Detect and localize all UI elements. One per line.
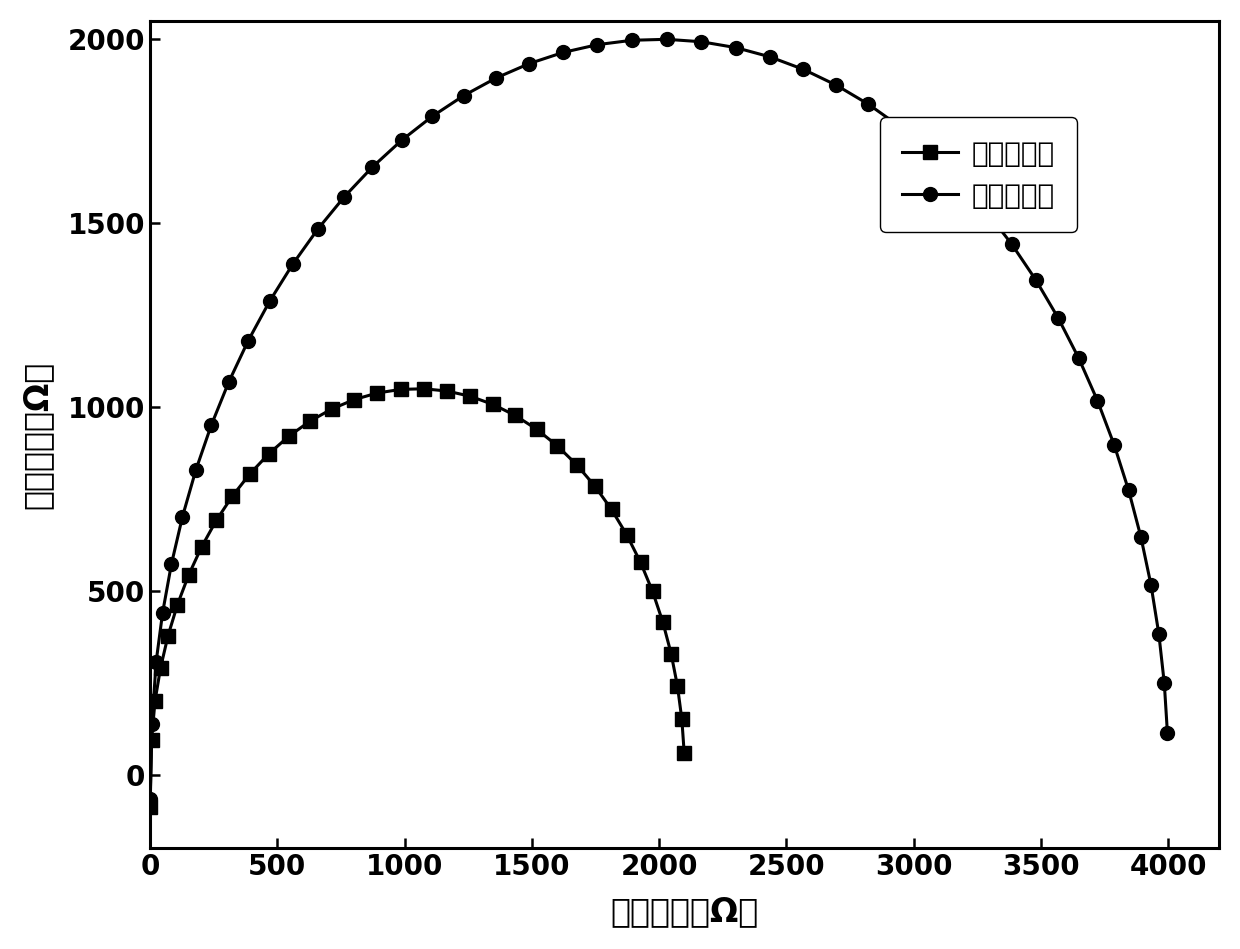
激光改性后 [164,558,179,569]
激光改性前 [181,569,196,581]
激光改性前 [347,394,362,405]
Y-axis label: 阻抗虚部（Ω）: 阻抗虚部（Ω） [21,361,53,509]
激光改性前 [486,399,501,410]
激光改性后 [1159,728,1174,739]
激光改性前 [153,662,167,674]
激光改性前 [645,586,660,597]
激光改性后 [149,656,164,667]
激光改性后 [830,80,844,91]
激光改性后 [590,39,605,50]
激光改性后 [861,99,875,110]
激光改性前 [417,383,432,395]
激光改性后 [203,419,218,431]
激光改性前 [604,504,619,515]
激光改性后 [175,511,190,522]
激光改性前 [281,431,296,442]
激光改性后 [660,33,675,45]
激光改性后 [923,146,937,158]
激光改性前 [243,468,258,479]
激光改性前 [224,491,239,502]
激光改性后 [188,465,203,476]
激光改性前 [549,440,564,452]
激光改性后 [394,135,409,146]
激光改性前 [195,541,210,552]
激光改性前 [588,480,603,492]
激光改性前 [529,423,544,435]
激光改性后 [1071,353,1086,364]
激光改性后 [1152,628,1167,640]
激光改性后 [1133,531,1148,543]
激光改性前 [663,648,678,660]
激光改性前 [670,680,684,692]
激光改性后 [951,174,966,185]
激光改性后 [1121,485,1136,496]
激光改性前 [370,387,384,399]
激光改性后 [424,111,439,122]
激光改性前 [675,714,689,725]
激光改性前 [262,448,277,459]
激光改性后 [1050,312,1065,324]
X-axis label: 阻抗实部（Ω）: 阻抗实部（Ω） [610,895,759,928]
激光改性后 [625,34,640,46]
激光改性后 [456,90,471,102]
激光改性后 [522,58,537,69]
激光改性前 [161,630,176,642]
激光改性后 [1143,579,1158,590]
激光改性前 [170,599,185,610]
激光改性后 [556,47,570,58]
激光改性前 [325,403,340,415]
激光改性后 [1004,238,1019,250]
激光改性后 [796,64,811,75]
激光改性前 [569,459,584,471]
激光改性前 [144,734,159,745]
激光改性后 [1090,395,1105,406]
激光改性后 [262,295,277,307]
激光改性前 [620,530,635,541]
激光改性前 [148,695,162,706]
激光改性后 [337,191,352,202]
激光改性前 [393,383,408,395]
激光改性后 [285,258,300,270]
激光改性后 [145,718,160,730]
激光改性前 [143,802,157,813]
激光改性后 [489,72,503,84]
激光改性后 [241,335,255,346]
激光改性前 [634,557,649,568]
激光改性前 [208,514,223,526]
激光改性后 [143,793,157,805]
激光改性前 [656,616,671,627]
激光改性前 [508,410,523,421]
激光改性后 [892,121,906,132]
激光改性后 [694,36,709,47]
激光改性前 [677,747,692,758]
Line: 激光改性前: 激光改性前 [143,381,691,814]
Legend: 激光改性前, 激光改性后: 激光改性前, 激光改性后 [880,118,1078,232]
激光改性后 [1106,439,1121,451]
激光改性后 [155,606,170,618]
激光改性后 [728,42,743,53]
激光改性前 [463,391,477,402]
激光改性后 [978,205,993,216]
激光改性后 [763,51,777,63]
激光改性前 [440,385,455,397]
激光改性后 [365,161,379,173]
Line: 激光改性后: 激光改性后 [144,32,1174,806]
激光改性后 [1028,274,1043,286]
激光改性前 [303,416,317,427]
激光改性后 [221,377,236,388]
激光改性后 [1157,678,1172,689]
激光改性后 [310,223,325,234]
